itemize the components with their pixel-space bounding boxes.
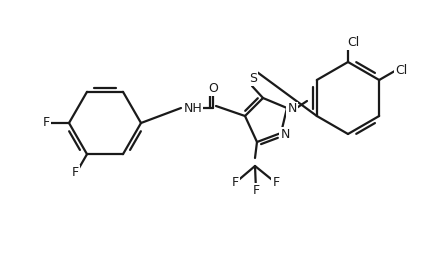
Text: F: F bbox=[72, 167, 79, 179]
Text: F: F bbox=[252, 184, 259, 197]
Text: S: S bbox=[249, 72, 257, 85]
Text: Cl: Cl bbox=[395, 64, 407, 77]
Text: O: O bbox=[208, 81, 218, 94]
Text: N: N bbox=[287, 102, 297, 115]
Text: NH: NH bbox=[184, 102, 202, 114]
Text: F: F bbox=[43, 117, 50, 130]
Text: F: F bbox=[273, 177, 279, 189]
Text: N: N bbox=[280, 127, 290, 140]
Text: F: F bbox=[232, 177, 239, 189]
Text: Cl: Cl bbox=[347, 36, 359, 49]
